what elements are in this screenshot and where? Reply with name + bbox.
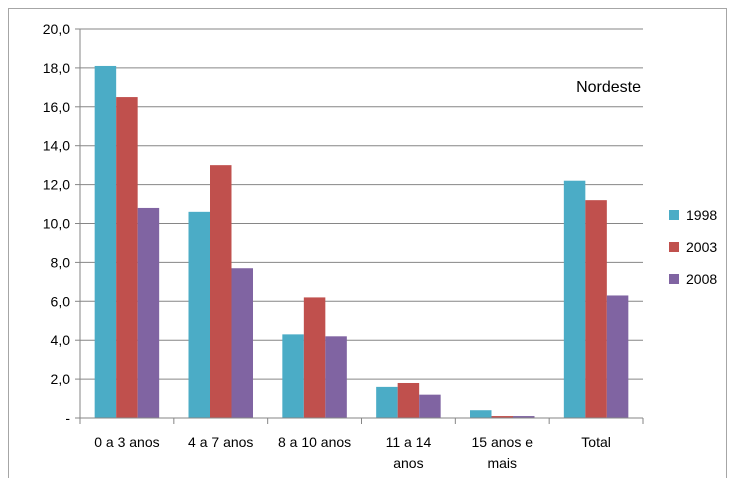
legend-label: 2008: [686, 271, 717, 287]
y-tick-label: 10,0: [43, 216, 70, 232]
bar-1998: [376, 386, 398, 418]
bar-2008: [606, 295, 629, 418]
legend-swatch: [669, 242, 679, 252]
legend-swatch: [669, 210, 679, 220]
bar-2008: [419, 394, 441, 418]
bar-2003: [585, 200, 607, 418]
x-tick-label: anos: [393, 455, 423, 471]
bar-2003: [397, 382, 420, 418]
x-tick-label: mais: [487, 455, 517, 471]
y-axis: - 2,0 4,0 6,0 8,0 10,0 12,0 14,0 16,0 18,0 20,0: [43, 21, 81, 426]
y-tick-label: 18,0: [43, 60, 70, 76]
legend: 1998 2003 2008: [669, 207, 717, 287]
gridlines: [80, 28, 643, 380]
legend-swatch: [669, 274, 679, 284]
y-tick-label: 6,0: [51, 293, 71, 309]
bar-1998: [282, 334, 304, 418]
x-tick-label: 8 a 10 anos: [278, 434, 351, 450]
bar-2008: [513, 416, 535, 418]
bar-1998: [563, 180, 586, 418]
bar-2003: [116, 97, 138, 418]
x-tick-label: 0 a 3 anos: [94, 434, 159, 450]
bar-2003: [303, 297, 326, 418]
legend-label: 1998: [686, 207, 717, 223]
x-axis: 0 a 3 anos 4 a 7 anos 8 a 10 anos 11 a 14 an…: [79, 417, 644, 471]
y-tick-label: 8,0: [51, 254, 71, 270]
bar-2008: [231, 268, 253, 418]
y-tick-label: -: [65, 410, 70, 426]
bars: [94, 65, 629, 418]
y-tick-label: 2,0: [51, 371, 71, 387]
x-tick-label: Total: [581, 434, 611, 450]
x-tick-label: 11 a 14: [386, 434, 432, 450]
bar-2008: [325, 336, 347, 418]
bar-2003: [210, 165, 232, 418]
y-tick-label: 20,0: [43, 21, 70, 37]
y-tick-label: 4,0: [51, 332, 71, 348]
bar-1998: [188, 211, 210, 418]
y-tick-label: 12,0: [43, 177, 70, 193]
legend-label: 2003: [686, 239, 717, 255]
bar-2008: [137, 207, 160, 418]
x-tick-label: 15 anos e: [472, 434, 534, 450]
region-annotation: Nordeste: [576, 79, 641, 96]
bar-1998: [470, 410, 492, 418]
bar-2003: [491, 416, 513, 418]
bar-1998: [94, 65, 117, 418]
y-tick-label: 14,0: [43, 138, 70, 154]
y-tick-label: 16,0: [43, 99, 70, 115]
x-tick-label: 4 a 7 anos: [188, 434, 253, 450]
